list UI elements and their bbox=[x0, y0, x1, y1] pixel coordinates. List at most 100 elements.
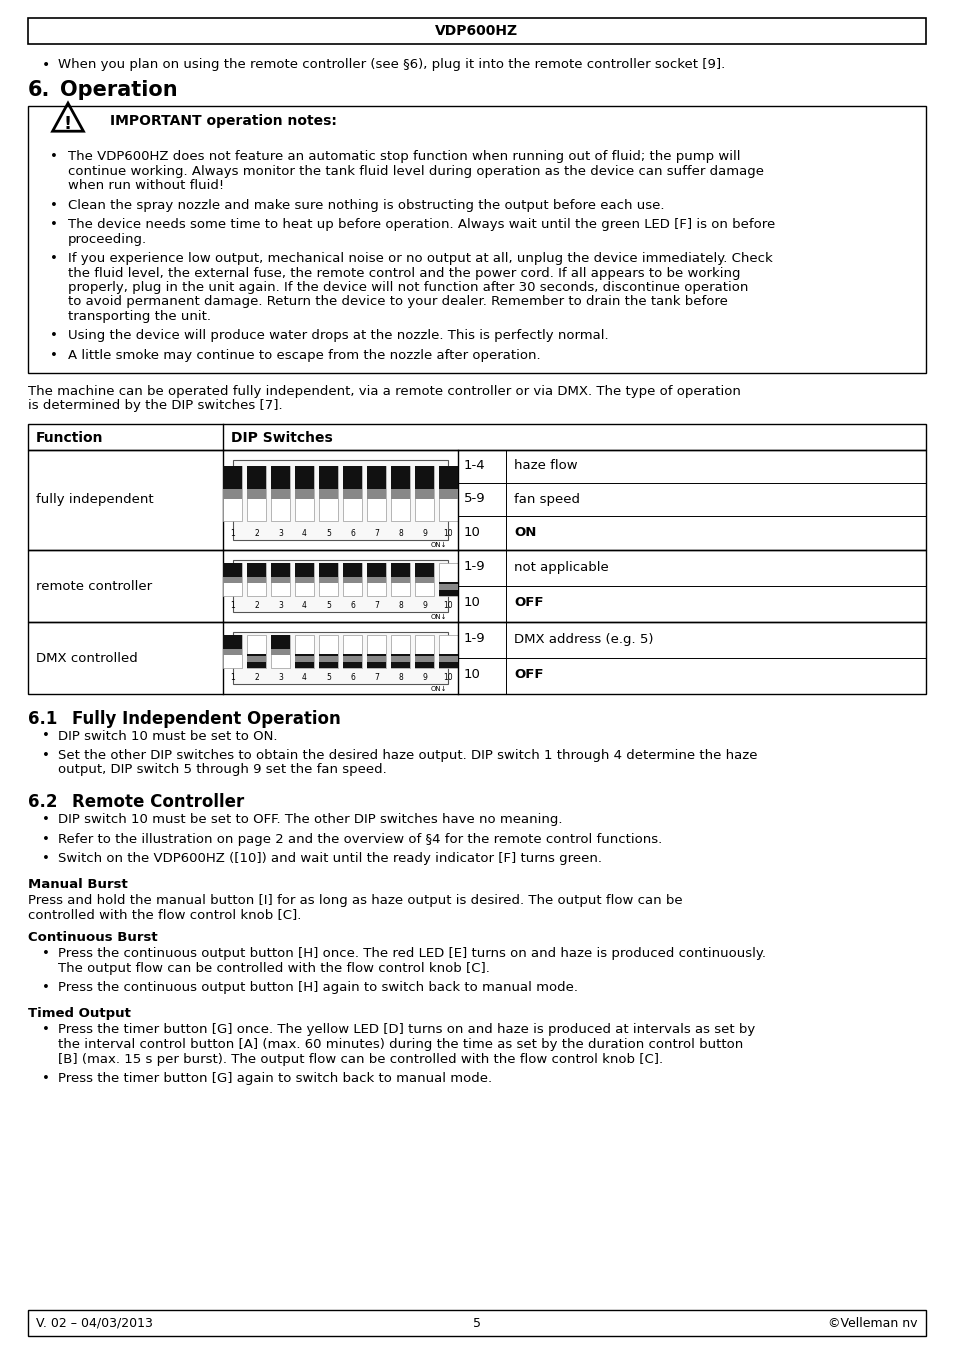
Text: 10: 10 bbox=[443, 601, 453, 609]
Text: •: • bbox=[50, 150, 58, 162]
Text: VDP600HZ: VDP600HZ bbox=[435, 24, 518, 38]
Bar bbox=[318, 657, 337, 662]
Bar bbox=[233, 559, 448, 612]
Bar bbox=[247, 635, 266, 668]
Text: OFF: OFF bbox=[514, 669, 543, 681]
Bar bbox=[367, 563, 386, 596]
Text: 6.: 6. bbox=[28, 80, 51, 100]
Text: Press and hold the manual button [I] for as long as haze output is desired. The : Press and hold the manual button [I] for… bbox=[28, 894, 682, 907]
Text: 5: 5 bbox=[473, 1317, 480, 1330]
Bar bbox=[271, 577, 290, 582]
Text: Refer to the illustration on page 2 and the overview of §4 for the remote contro: Refer to the illustration on page 2 and … bbox=[58, 833, 661, 845]
Text: properly, plug in the unit again. If the device will not function after 30 secon: properly, plug in the unit again. If the… bbox=[68, 282, 747, 294]
Text: 1-4: 1-4 bbox=[463, 459, 485, 473]
Bar bbox=[28, 1311, 925, 1336]
Text: DIP switch 10 must be set to ON.: DIP switch 10 must be set to ON. bbox=[58, 730, 277, 742]
Bar bbox=[247, 657, 266, 662]
Bar bbox=[294, 654, 314, 668]
Bar bbox=[294, 577, 314, 582]
Text: Timed Output: Timed Output bbox=[28, 1007, 131, 1020]
Bar bbox=[294, 489, 314, 500]
Bar bbox=[28, 621, 925, 693]
Bar bbox=[438, 584, 457, 590]
Bar bbox=[223, 466, 242, 521]
Text: 10: 10 bbox=[463, 669, 480, 681]
Bar bbox=[223, 489, 242, 500]
Text: •: • bbox=[50, 329, 58, 343]
Text: OFF: OFF bbox=[514, 597, 543, 609]
Text: 2: 2 bbox=[253, 673, 258, 681]
Bar bbox=[223, 563, 242, 596]
Bar bbox=[342, 563, 362, 577]
Text: ON↓: ON↓ bbox=[430, 613, 447, 620]
Bar bbox=[438, 466, 457, 521]
Text: 1: 1 bbox=[230, 601, 234, 609]
Bar bbox=[342, 577, 362, 582]
Bar bbox=[271, 563, 290, 596]
Text: proceeding.: proceeding. bbox=[68, 233, 147, 245]
Text: 4: 4 bbox=[302, 673, 307, 681]
Text: •: • bbox=[50, 252, 58, 265]
Text: Fully Independent Operation: Fully Independent Operation bbox=[71, 709, 340, 727]
Text: 9: 9 bbox=[421, 673, 427, 681]
Text: 8: 8 bbox=[397, 673, 402, 681]
Text: The machine can be operated fully independent, via a remote controller or via DM: The machine can be operated fully indepe… bbox=[28, 385, 740, 398]
Bar bbox=[233, 459, 448, 539]
Text: •: • bbox=[42, 749, 50, 762]
Text: ©Velleman nv: ©Velleman nv bbox=[827, 1317, 917, 1330]
Text: 1-9: 1-9 bbox=[463, 561, 485, 574]
Text: remote controller: remote controller bbox=[36, 580, 152, 593]
Bar bbox=[223, 577, 242, 582]
Bar bbox=[342, 654, 362, 668]
Text: •: • bbox=[42, 982, 50, 994]
Text: 7: 7 bbox=[374, 673, 378, 681]
Text: to avoid permanent damage. Return the device to your dealer. Remember to drain t: to avoid permanent damage. Return the de… bbox=[68, 295, 727, 309]
Bar bbox=[294, 466, 314, 521]
Text: 8: 8 bbox=[397, 601, 402, 609]
Bar bbox=[438, 466, 457, 489]
Bar bbox=[223, 466, 242, 489]
Text: DIP Switches: DIP Switches bbox=[231, 431, 333, 444]
Bar bbox=[367, 635, 386, 668]
Bar bbox=[318, 489, 337, 500]
Text: 5: 5 bbox=[326, 601, 331, 609]
Text: •: • bbox=[50, 218, 58, 232]
Text: The device needs some time to heat up before operation. Always wait until the gr: The device needs some time to heat up be… bbox=[68, 218, 775, 232]
Text: 1: 1 bbox=[230, 673, 234, 681]
Bar bbox=[28, 106, 925, 372]
Bar bbox=[342, 489, 362, 500]
Bar bbox=[318, 577, 337, 582]
Bar bbox=[391, 489, 410, 500]
Text: 10: 10 bbox=[443, 673, 453, 681]
Text: 7: 7 bbox=[374, 528, 378, 538]
Bar bbox=[367, 577, 386, 582]
Bar bbox=[342, 563, 362, 596]
Text: 3: 3 bbox=[277, 528, 283, 538]
Text: not applicable: not applicable bbox=[514, 561, 608, 574]
Bar bbox=[271, 649, 290, 655]
Bar bbox=[342, 466, 362, 489]
Text: 10: 10 bbox=[463, 597, 480, 609]
Bar bbox=[318, 654, 337, 668]
Text: •: • bbox=[42, 730, 50, 742]
Text: The VDP600HZ does not feature an automatic stop function when running out of flu: The VDP600HZ does not feature an automat… bbox=[68, 150, 740, 162]
Text: 3: 3 bbox=[277, 601, 283, 609]
Text: IMPORTANT operation notes:: IMPORTANT operation notes: bbox=[110, 114, 336, 129]
Text: When you plan on using the remote controller (see §6), plug it into the remote c: When you plan on using the remote contro… bbox=[58, 58, 724, 70]
Text: V. 02 – 04/03/2013: V. 02 – 04/03/2013 bbox=[36, 1317, 152, 1330]
Text: DIP switch 10 must be set to OFF. The other DIP switches have no meaning.: DIP switch 10 must be set to OFF. The ot… bbox=[58, 812, 562, 826]
Bar bbox=[271, 466, 290, 489]
Bar bbox=[367, 489, 386, 500]
Text: the interval control button [A] (max. 60 minutes) during the time as set by the : the interval control button [A] (max. 60… bbox=[58, 1039, 742, 1051]
Text: ON↓: ON↓ bbox=[430, 542, 447, 547]
Text: 10: 10 bbox=[463, 525, 480, 539]
Text: 6.1: 6.1 bbox=[28, 709, 57, 727]
Bar bbox=[367, 466, 386, 521]
Text: •: • bbox=[50, 199, 58, 211]
Text: 2: 2 bbox=[253, 528, 258, 538]
Text: fan speed: fan speed bbox=[514, 493, 579, 505]
Bar bbox=[438, 582, 457, 596]
Bar bbox=[415, 466, 434, 521]
Bar bbox=[367, 466, 386, 489]
Bar bbox=[391, 654, 410, 668]
